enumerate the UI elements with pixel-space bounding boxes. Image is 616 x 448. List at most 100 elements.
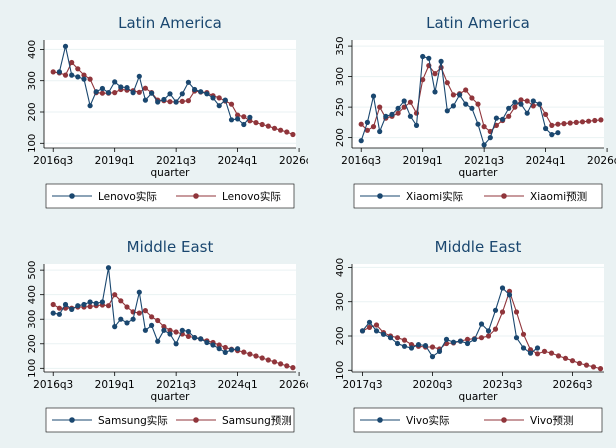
chart0-xtick-label-2: 2021q3 [156,155,196,167]
chart2-point-forecast-11 [118,298,124,304]
chart0-point-forecast-35 [265,123,271,129]
chart2-point-forecast-34 [259,355,265,361]
chart2-point-actual-29 [228,347,235,353]
chart0-point-actual-10 [118,84,124,90]
chart2-point-forecast-35 [265,357,271,363]
chart0-point-actual-21 [185,79,191,85]
chart3-point-forecast-29 [562,355,569,361]
chart3-point-actual-18 [485,328,492,334]
chart3-point-actual-20 [499,285,506,291]
chart1-point-forecast-3 [377,104,383,110]
chart3-point-actual-1 [366,319,373,325]
chart2-point-forecast-17 [155,317,161,324]
chart0-point-actual-23 [198,89,204,95]
chart1-point-forecast-7 [401,104,407,110]
chart3-point-actual-17 [478,321,485,327]
chart3-point-forecast-32 [583,362,590,368]
chart3-plot-area [352,264,604,372]
chart3-point-forecast-33 [590,364,597,370]
chart2-point-forecast-16 [149,314,155,320]
chart2-point-forecast-9 [105,303,112,309]
chart1-point-actual-28 [530,98,536,104]
chart1-point-actual-31 [549,132,555,138]
chart1-xlabel: quarter [459,167,499,179]
chart1-point-actual-12 [432,89,438,95]
chart3-point-forecast-22 [513,309,520,315]
chart0-point-actual-12 [130,90,136,96]
chart1-point-actual-2 [370,93,377,99]
chart1-point-actual-30 [543,125,549,132]
chart2-legend-label-forecast: Samsung预测 [222,414,292,427]
chart3-point-forecast-27 [548,350,555,356]
chart0-xtick-label-3: 2024q1 [218,155,258,167]
chart0-point-actual-8 [105,90,112,96]
chart3-point-forecast-5 [394,335,401,341]
chart0-point-forecast-0 [50,69,56,75]
chart1-point-actual-1 [364,119,370,125]
chart1-point-actual-32 [555,130,561,136]
chart1-point-forecast-14 [444,80,450,86]
chart2-point-actual-25 [204,339,210,346]
chart0-point-forecast-8 [99,90,105,96]
chart3-point-forecast-34 [597,366,604,372]
chart3-point-actual-22 [513,335,520,341]
chart2-point-actual-0 [50,310,56,316]
chart1-point-forecast-37 [586,118,592,124]
chart3-point-actual-19 [492,307,499,313]
chart2-point-forecast-15 [142,308,148,314]
chart1-ytick-label-2: 300 [335,67,346,86]
chart0-point-forecast-5 [81,72,87,78]
chart2-ytick-label-2: 300 [27,310,38,329]
chart1-point-forecast-9 [413,110,420,116]
chart2-point-actual-15 [142,327,148,333]
chart1-point-forecast-39 [598,117,604,123]
chart0-point-actual-31 [247,114,253,120]
chart2-xtick-label-0: 2016q3 [33,379,73,391]
chart3-point-actual-2 [373,328,380,334]
chart-xiaomi-latin-america: Latin America 200 250 300 350 2016q3 2019q1 202… [335,14,616,209]
panel-lenovo-latin-america: Latin America 100 200 300 400 2016q3 2019q1 202… [0,0,308,224]
chart1-point-actual-14 [444,108,450,114]
chart3-point-actual-11 [436,348,443,354]
chart1-point-forecast-33 [561,121,567,127]
chart2-point-actual-20 [173,341,179,347]
chart1-point-actual-5 [389,111,395,117]
chart2-point-forecast-19 [167,327,173,333]
chart3-point-actual-21 [506,292,513,298]
chart1-point-forecast-24 [506,113,512,119]
chart3-point-actual-25 [534,345,541,351]
chart0-legend-marker-forecast [193,193,199,199]
chart3-point-forecast-10 [429,344,436,350]
chart1-point-actual-25 [512,99,518,105]
chart2-point-actual-18 [161,327,167,333]
chart3-point-forecast-1 [366,324,373,330]
chart3-point-forecast-23 [520,331,527,337]
chart0-point-actual-14 [142,97,148,103]
chart2-ytick-label-4: 500 [27,261,38,280]
chart3-point-forecast-17 [478,335,485,341]
chart2-ytick-label-3: 400 [27,285,38,304]
chart1-point-forecast-12 [432,71,438,77]
chart1-xtick-label-2: 2021q3 [464,155,504,167]
chart2-point-actual-9 [105,265,112,271]
chart0-point-forecast-14 [136,89,142,95]
chart0-point-actual-3 [75,74,81,80]
chart1-point-forecast-31 [549,122,555,128]
chart0-point-actual-13 [136,73,142,79]
panel-samsung-middle-east: Middle East 100 200 300 400 500 2016q3 2019q1 20… [0,224,308,448]
chart2-point-actual-17 [155,338,161,344]
chart0-point-actual-30 [241,121,247,128]
panel-xiaomi-latin-america: Latin America 200 250 300 350 2016q3 2019q1 202… [308,0,616,224]
chart0-point-actual-7 [99,85,105,92]
chart2-point-forecast-6 [87,303,93,310]
chart-samsung-middle-east: Middle East 100 200 300 400 500 2016q3 2019q1 20… [27,238,308,433]
chart1-point-forecast-17 [463,87,469,93]
chart2-point-actual-4 [75,303,81,309]
chart3-point-actual-16 [471,336,478,342]
chart1-point-forecast-22 [493,122,499,128]
chart0-point-actual-19 [173,99,179,105]
chart3-point-actual-4 [387,335,394,341]
chart2-point-actual-14 [136,289,142,295]
chart1-xtick-label-3: 2024q1 [526,155,566,167]
